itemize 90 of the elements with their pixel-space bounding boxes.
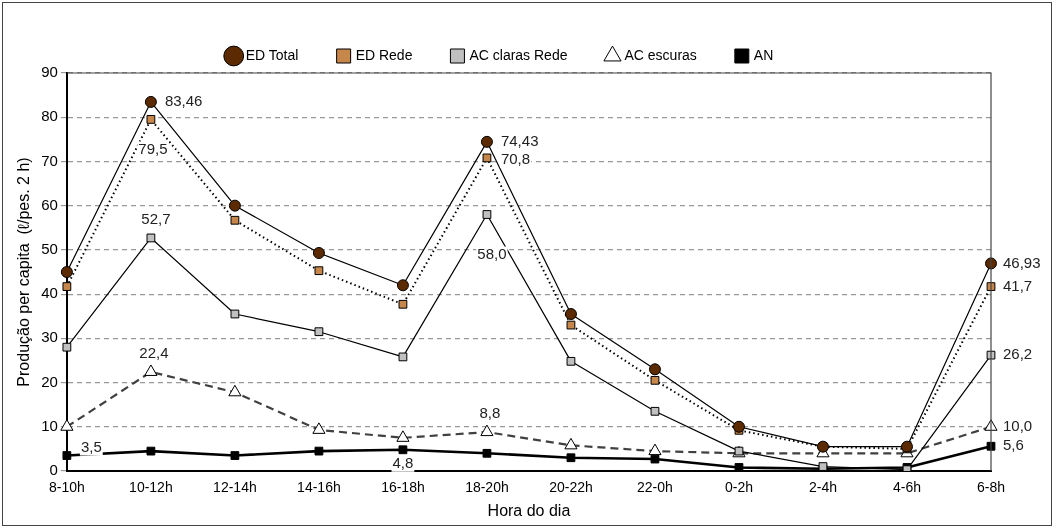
data-label: 74,43 — [500, 131, 539, 149]
legend-label: AC escuras — [624, 46, 697, 63]
data-label: 8,8 — [479, 404, 501, 422]
point — [398, 352, 408, 362]
point — [480, 135, 493, 148]
point — [146, 446, 156, 456]
data-label: 22,4 — [139, 344, 169, 362]
point — [564, 437, 578, 450]
point — [734, 463, 744, 471]
point — [62, 451, 72, 460]
point — [648, 443, 662, 456]
point — [566, 320, 576, 330]
data-label: 79,5 — [138, 139, 168, 157]
point — [482, 210, 492, 219]
data-label: 41,7 — [1003, 276, 1033, 294]
point — [648, 363, 661, 376]
y-tick-label: 20 — [41, 372, 58, 390]
point — [650, 375, 660, 385]
data-label: 26,2 — [1003, 345, 1033, 363]
point — [314, 327, 324, 337]
x-tick-label: 12-14h — [213, 479, 257, 496]
data-label: 5,6 — [1003, 436, 1024, 454]
y-tick-label: 0 — [49, 461, 58, 479]
point — [650, 454, 660, 464]
y-tick-label: 80 — [41, 107, 58, 125]
point — [566, 453, 576, 463]
legend-label: AC claras Rede — [469, 46, 568, 63]
y-tick-label: 90 — [41, 63, 58, 81]
point — [60, 419, 74, 431]
point — [62, 342, 72, 352]
point — [482, 153, 492, 163]
x-tick-label: 8-10h — [48, 479, 85, 496]
point — [144, 95, 157, 108]
y-tick-label: 40 — [41, 284, 58, 302]
x-tick-label: 4-6h — [892, 479, 922, 496]
x-tick-label: 20-22h — [549, 479, 593, 496]
x-tick-label: 6-8h — [976, 479, 1006, 496]
point — [230, 215, 240, 225]
point — [146, 233, 156, 243]
point — [230, 309, 240, 319]
x-tick-label: 2-4h — [808, 479, 837, 496]
data-label: 46,93 — [1003, 253, 1041, 271]
legend-label: AN — [753, 46, 774, 63]
point — [480, 424, 494, 437]
data-label: 58,0 — [477, 244, 507, 262]
y-tick-label: 60 — [41, 195, 58, 213]
point — [62, 282, 72, 291]
point — [986, 350, 996, 360]
data-label: 83,46 — [164, 92, 203, 110]
y-tick-label: 50 — [41, 240, 58, 258]
point — [312, 246, 325, 259]
point — [986, 282, 996, 291]
data-label: 70,8 — [500, 150, 531, 168]
point — [228, 199, 241, 212]
y-tick-label: 10 — [41, 416, 58, 434]
x-tick-label: 18-20h — [465, 479, 509, 496]
x-tick-label: 14-16h — [297, 479, 341, 496]
point — [396, 279, 409, 292]
point — [398, 445, 408, 455]
x-axis-title: Hora do dia — [487, 501, 571, 519]
x-tick-label: 10-12h — [129, 479, 173, 496]
data-label: 10,0 — [1003, 416, 1033, 434]
point — [312, 422, 326, 434]
point — [566, 356, 576, 366]
point — [228, 384, 242, 397]
point — [314, 446, 324, 456]
point — [230, 451, 240, 460]
point — [398, 299, 408, 309]
point — [900, 440, 913, 453]
y-axis-title: Produção per capita (ℓ/pes. 2 h) — [15, 157, 33, 387]
data-label: 52,7 — [141, 210, 171, 228]
point — [144, 364, 158, 376]
point — [650, 406, 660, 416]
point — [986, 441, 996, 451]
point — [146, 115, 156, 124]
data-label: 4,8 — [392, 453, 414, 471]
point — [60, 266, 73, 278]
x-tick-label: 0-2h — [724, 479, 753, 496]
legend-label: ED Total — [245, 46, 299, 63]
legend-label: ED Rede — [355, 46, 413, 63]
y-tick-label: 30 — [41, 328, 58, 346]
point — [396, 430, 410, 442]
x-tick-label: 22-0h — [637, 479, 673, 496]
point — [732, 420, 745, 433]
y-tick-label: 70 — [41, 151, 58, 169]
x-tick-label: 16-18h — [381, 479, 425, 496]
point — [564, 308, 577, 321]
point — [314, 266, 324, 276]
point — [482, 448, 492, 458]
data-label: 3,5 — [80, 437, 102, 455]
